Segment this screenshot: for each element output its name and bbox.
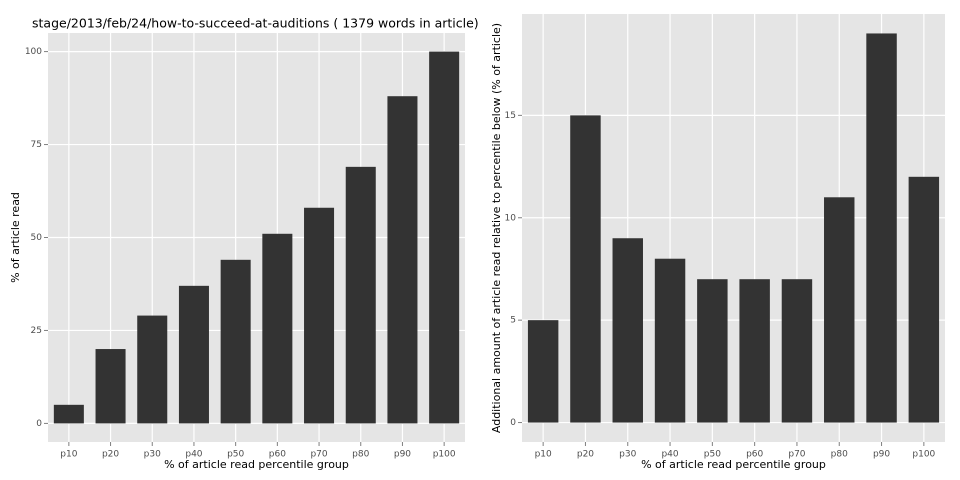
x-tick-label: p90 [873, 450, 890, 460]
bar [824, 197, 855, 423]
bar [387, 96, 418, 424]
x-axis-title: % of article read percentile group [164, 458, 349, 471]
bar [304, 207, 335, 424]
x-tick-label: p10 [60, 450, 77, 460]
x-tick-label: p30 [619, 450, 636, 460]
x-tick-label: p100 [433, 450, 456, 460]
x-tick-label: p80 [352, 450, 369, 460]
x-tick-label: p70 [788, 450, 805, 460]
y-tick-label: 0 [510, 418, 516, 428]
x-tick-label: p10 [535, 450, 552, 460]
bar [612, 238, 643, 423]
x-tick-label: p40 [661, 450, 678, 460]
bar [527, 320, 559, 423]
y-axis-title: % of article read [9, 192, 22, 283]
x-tick-label: p60 [746, 450, 763, 460]
bar [570, 115, 601, 423]
y-tick-label: 5 [510, 316, 516, 326]
y-axis-title: Additional amount of article read relati… [490, 23, 503, 433]
bar [262, 233, 293, 424]
bar [429, 51, 460, 424]
y-tick-label: 100 [25, 47, 42, 57]
bar [654, 258, 686, 423]
bar [781, 279, 813, 423]
bar [866, 33, 897, 423]
bar [95, 349, 126, 424]
y-tick-label: 10 [505, 213, 517, 223]
x-tick-label: p60 [269, 450, 286, 460]
x-tick-label: p20 [102, 450, 119, 460]
bar [137, 315, 168, 424]
x-tick-label: p80 [831, 450, 848, 460]
bar [53, 404, 84, 424]
y-tick-label: 15 [505, 111, 516, 121]
y-tick-label: 75 [31, 140, 42, 150]
y-tick-label: 50 [31, 233, 43, 243]
y-tick-label: 0 [36, 419, 42, 429]
bar [178, 285, 209, 424]
x-tick-label: p50 [704, 450, 721, 460]
x-tick-label: p40 [185, 450, 202, 460]
chart-title: stage/2013/feb/24/how-to-succeed-at-audi… [32, 16, 479, 31]
bar [908, 176, 940, 423]
bar [697, 279, 728, 423]
x-tick-label: p100 [912, 450, 935, 460]
bar [345, 166, 376, 424]
x-tick-label: p20 [577, 450, 594, 460]
x-tick-label: p50 [227, 450, 244, 460]
x-axis-title: % of article read percentile group [641, 458, 826, 471]
bar [739, 279, 770, 423]
bar [220, 259, 251, 424]
x-tick-label: p70 [310, 450, 327, 460]
x-tick-label: p30 [144, 450, 161, 460]
x-tick-label: p90 [394, 450, 411, 460]
y-tick-label: 25 [31, 326, 42, 336]
